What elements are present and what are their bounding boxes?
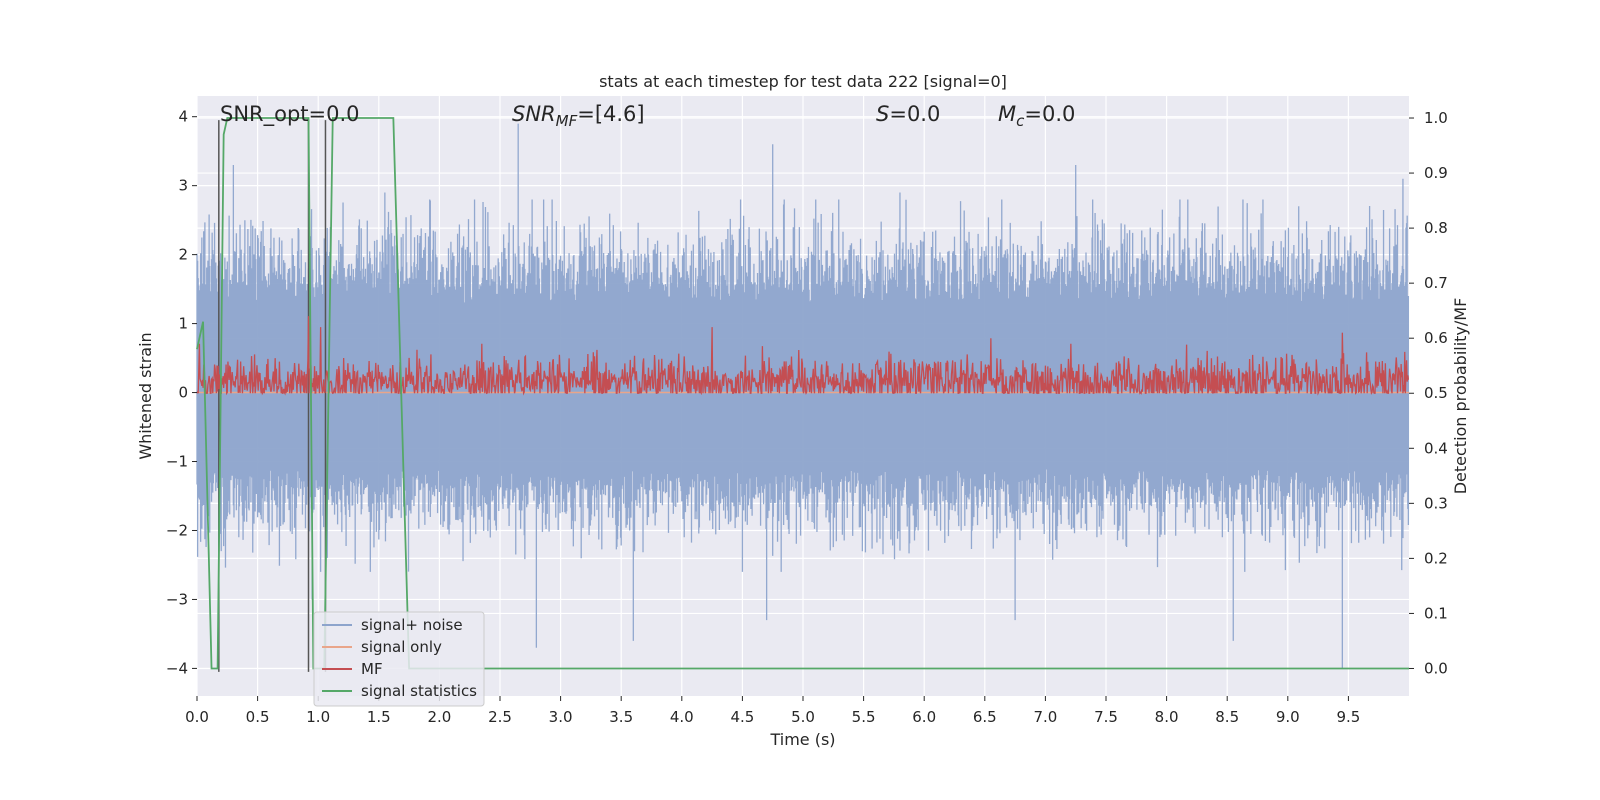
chart-title: stats at each timestep for test data 222… (599, 72, 1007, 91)
y2-tick-label: 0.0 (1424, 659, 1448, 677)
mc-symbol: M (998, 102, 1016, 126)
x-tick-label: 7.5 (1094, 708, 1118, 726)
y-tick-label: 3 (178, 177, 188, 195)
y-tick-label: −1 (166, 453, 188, 471)
y2-tick-label: 0.4 (1424, 439, 1448, 457)
snr-mf-annotation: SNRMF=[4.6] (512, 102, 645, 130)
series-layer (196, 117, 1410, 672)
x-tick-label: 0.5 (246, 708, 270, 726)
y-tick-label: 4 (178, 108, 188, 126)
snr-mf-subscript: MF (556, 112, 578, 130)
snr-mf-symbol: SNR (512, 102, 556, 126)
legend-label-signal-only: signal only (361, 638, 442, 656)
x-tick-label: 0.0 (185, 708, 209, 726)
x-tick-label: 2.0 (427, 708, 451, 726)
y2-tick-label: 1.0 (1424, 109, 1448, 127)
y2-tick-label: 0.3 (1424, 494, 1448, 512)
x-tick-label: 5.5 (852, 708, 876, 726)
snr-mf-value: =[4.6] (577, 102, 644, 126)
y-tick-label: 1 (178, 315, 188, 333)
legend-label-mf: MF (361, 660, 383, 678)
y2-axis-label: Detection probability/MF (1451, 298, 1470, 495)
x-tick-label: 8.0 (1155, 708, 1179, 726)
x-tick-label: 3.0 (549, 708, 573, 726)
x-tick-label: 3.5 (609, 708, 633, 726)
mc-value: =0.0 (1024, 102, 1075, 126)
y2-tick-label: 0.1 (1424, 604, 1448, 622)
x-tick-label: 9.5 (1336, 708, 1360, 726)
legend-label-signal-statistics: signal statistics (361, 682, 477, 700)
y-axis-label: Whitened strain (136, 332, 155, 459)
x-tick-label: 5.0 (791, 708, 815, 726)
x-tick-label: 1.5 (367, 708, 391, 726)
ticks: 0.0 0.5 1.0 1.5 2.0 2.5 3.0 3.5 4.0 4.5 5.0 5.5 6.0 6… (166, 108, 1448, 726)
s-value: =0.0 (889, 102, 940, 126)
y2-tick-label: 0.8 (1424, 219, 1448, 237)
y-tick-label: 2 (178, 246, 188, 264)
x-tick-label: 9.0 (1276, 708, 1300, 726)
signal-statistics-line (196, 117, 1409, 670)
x-tick-label: 7.0 (1033, 708, 1057, 726)
x-tick-label: 8.5 (1215, 708, 1239, 726)
x-axis-label: Time (s) (769, 730, 835, 749)
snr-opt-annotation: SNR_opt=0.0 (220, 102, 360, 127)
x-tick-label: 1.0 (306, 708, 330, 726)
y2-tick-label: 0.2 (1424, 549, 1448, 567)
y2-tick-label: 0.7 (1424, 274, 1448, 292)
mf-line (196, 316, 1410, 396)
y-tick-label: −2 (166, 521, 188, 539)
y2-tick-label: 0.6 (1424, 329, 1448, 347)
mc-subscript: c (1016, 112, 1025, 130)
y2-tick-label: 0.5 (1424, 384, 1448, 402)
legend-label-signal-noise: signal+ noise (361, 616, 463, 634)
x-tick-label: 6.0 (912, 708, 936, 726)
y-tick-label: −3 (166, 590, 188, 608)
y-tick-label: −4 (166, 659, 188, 677)
x-tick-label: 2.5 (488, 708, 512, 726)
x-tick-label: 4.5 (730, 708, 754, 726)
s-annotation: S=0.0 (876, 102, 940, 126)
legend-box (313, 611, 485, 707)
legend: signal+ noise signal only MF signal stat… (313, 611, 485, 707)
y2-tick-label: 0.9 (1424, 164, 1448, 182)
x-tick-label: 6.5 (973, 708, 997, 726)
mc-annotation: Mc=0.0 (998, 102, 1075, 130)
s-symbol: S (876, 102, 889, 126)
y-tick-label: 0 (178, 384, 188, 402)
x-tick-label: 4.0 (670, 708, 694, 726)
